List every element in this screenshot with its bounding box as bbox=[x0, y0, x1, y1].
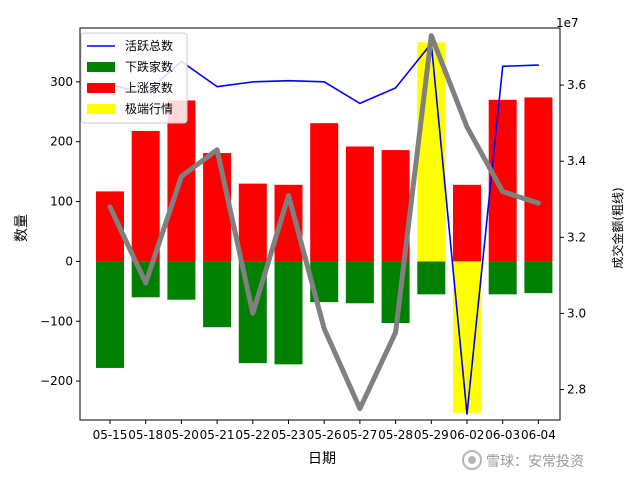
bar-2-05-21 bbox=[203, 153, 232, 262]
x-tick-label: 05-21 bbox=[200, 428, 235, 442]
legend-swatch bbox=[87, 104, 115, 114]
turnover-line bbox=[107, 33, 541, 412]
bar-1-05-20 bbox=[167, 261, 196, 300]
bar-2-05-27 bbox=[345, 146, 374, 262]
x-tick-label: 05-27 bbox=[342, 428, 377, 442]
x-tick-label: 05-15 bbox=[93, 428, 128, 442]
legend-swatch bbox=[87, 83, 115, 93]
y-right-tick-label: 3.4 bbox=[567, 154, 586, 168]
bar-1-05-23 bbox=[274, 261, 303, 365]
x-axis-label: 日期 bbox=[308, 451, 336, 467]
bar-1-05-15 bbox=[96, 261, 124, 368]
axes bbox=[79, 27, 561, 421]
bar-1-05-27 bbox=[345, 261, 374, 304]
bar-layer bbox=[96, 42, 553, 413]
bar-1-06-04 bbox=[524, 261, 553, 294]
legend-swatch bbox=[87, 62, 115, 72]
bar-2-06-04 bbox=[524, 97, 553, 262]
bar-2-05-22 bbox=[238, 183, 267, 262]
plot-frame bbox=[79, 27, 561, 421]
bar-1-06-03 bbox=[488, 261, 517, 295]
bar-3-05-29 bbox=[417, 42, 446, 262]
y-axis-label-left: 数量 bbox=[14, 214, 30, 242]
legend-label: 极端行情 bbox=[125, 102, 173, 116]
legend-label: 活跃总数 bbox=[125, 38, 173, 53]
y-tick-label: −200 bbox=[40, 374, 73, 388]
x-tick-label: 05-22 bbox=[235, 428, 270, 442]
x-tick-label: 05-20 bbox=[164, 428, 199, 442]
y-tick-label: −100 bbox=[40, 314, 73, 328]
x-tick-label: 05-18 bbox=[128, 428, 163, 442]
y-ticks-right: 2.8 3.0 3.2 3.4 3.6 bbox=[560, 78, 586, 397]
y-right-tick-label: 3.2 bbox=[567, 230, 586, 244]
legend-box bbox=[80, 32, 188, 124]
bar-2-06-02 bbox=[453, 184, 481, 262]
x-tick-label: 05-23 bbox=[271, 428, 306, 442]
bar-2-06-03 bbox=[488, 99, 517, 262]
watermark-text: 雪球：安常投资 bbox=[486, 454, 584, 470]
y-right-tick-label: 3.6 bbox=[567, 78, 586, 92]
x-tick-label: 06-03 bbox=[485, 428, 520, 442]
x-tick-label: 05-26 bbox=[307, 428, 342, 442]
legend-label: 上涨家数 bbox=[125, 80, 173, 95]
bar-2-05-26 bbox=[310, 123, 339, 262]
y-tick-label: 200 bbox=[50, 135, 73, 149]
x-tick-label: 06-04 bbox=[521, 428, 556, 442]
x-tick-label: 06-02 bbox=[450, 428, 485, 442]
xueqiu-logo-icon bbox=[462, 450, 482, 470]
y-right-tick-label: 3.0 bbox=[567, 306, 586, 320]
bar-1-05-29 bbox=[417, 261, 446, 295]
x-tick-label: 05-28 bbox=[378, 428, 413, 442]
y-axis-label-right: 成交金额(粗线) bbox=[610, 187, 625, 268]
y-tick-label: 0 bbox=[65, 254, 73, 268]
y-right-tick-label: 2.8 bbox=[567, 383, 586, 397]
x-ticks: 05-15 05-18 05-20 05-21 05-22 05-23 05-26 05-27… bbox=[93, 420, 556, 442]
watermark: 雪球：安常投资 bbox=[462, 450, 584, 470]
legend-label: 下跌家数 bbox=[125, 59, 173, 74]
y-tick-label: 100 bbox=[50, 195, 73, 209]
bar-1-05-21 bbox=[203, 261, 232, 328]
bar-2-05-18 bbox=[131, 130, 160, 262]
y-tick-label: 300 bbox=[50, 75, 73, 89]
right-axis-exponent: 1e7 bbox=[556, 16, 579, 30]
y-ticks-left: −200 −100 0 100 200 300 bbox=[40, 75, 80, 388]
x-tick-label: 05-29 bbox=[414, 428, 449, 442]
bar-3-06-02 bbox=[453, 261, 481, 413]
